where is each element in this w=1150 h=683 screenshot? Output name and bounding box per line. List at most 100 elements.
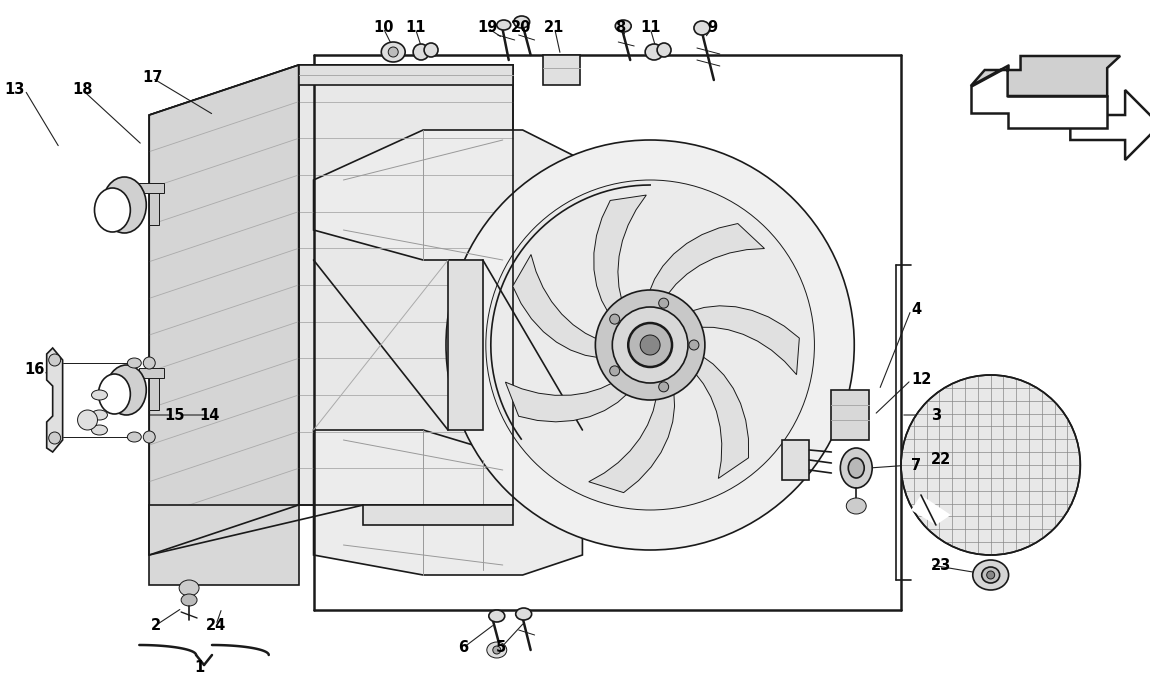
- Polygon shape: [971, 56, 1120, 96]
- Text: 9: 9: [707, 20, 716, 36]
- Ellipse shape: [982, 567, 999, 583]
- Text: 10: 10: [373, 20, 393, 36]
- Text: 19: 19: [477, 20, 498, 36]
- Text: 8: 8: [615, 20, 626, 36]
- Ellipse shape: [612, 307, 688, 383]
- Polygon shape: [150, 65, 299, 555]
- Ellipse shape: [645, 44, 664, 60]
- Ellipse shape: [48, 354, 61, 366]
- Polygon shape: [150, 370, 159, 410]
- Polygon shape: [139, 368, 164, 378]
- Ellipse shape: [689, 340, 699, 350]
- Polygon shape: [1071, 90, 1150, 160]
- Text: 4: 4: [911, 303, 921, 318]
- Polygon shape: [299, 65, 513, 85]
- Ellipse shape: [485, 180, 814, 510]
- Ellipse shape: [628, 323, 672, 367]
- Polygon shape: [971, 66, 1107, 128]
- Ellipse shape: [128, 358, 141, 368]
- Ellipse shape: [382, 42, 405, 62]
- Text: 13: 13: [5, 83, 25, 98]
- Ellipse shape: [102, 177, 146, 233]
- Polygon shape: [589, 391, 675, 492]
- Text: 21: 21: [544, 20, 565, 36]
- Text: 12: 12: [911, 372, 932, 387]
- Text: 1: 1: [194, 660, 205, 675]
- Ellipse shape: [615, 20, 631, 32]
- Polygon shape: [150, 505, 299, 585]
- Text: 17: 17: [143, 70, 162, 85]
- Ellipse shape: [446, 140, 854, 550]
- Ellipse shape: [181, 594, 197, 606]
- Ellipse shape: [641, 335, 660, 355]
- Ellipse shape: [77, 410, 98, 430]
- Ellipse shape: [973, 560, 1009, 590]
- Ellipse shape: [657, 43, 672, 57]
- Polygon shape: [314, 55, 902, 610]
- Text: 3: 3: [932, 408, 941, 423]
- Text: 18: 18: [72, 83, 93, 98]
- Ellipse shape: [92, 410, 107, 420]
- Polygon shape: [299, 65, 513, 505]
- Text: 20: 20: [511, 20, 531, 36]
- Polygon shape: [513, 255, 600, 358]
- Polygon shape: [505, 382, 629, 422]
- Ellipse shape: [846, 498, 866, 514]
- Text: 11: 11: [639, 20, 660, 36]
- Ellipse shape: [659, 382, 668, 392]
- Ellipse shape: [48, 432, 61, 444]
- Polygon shape: [139, 183, 164, 193]
- Ellipse shape: [486, 642, 507, 658]
- Ellipse shape: [841, 448, 872, 488]
- Polygon shape: [543, 55, 581, 85]
- Ellipse shape: [389, 47, 398, 57]
- Ellipse shape: [92, 425, 107, 435]
- Ellipse shape: [659, 298, 668, 308]
- Polygon shape: [314, 130, 582, 260]
- Polygon shape: [782, 440, 810, 480]
- Ellipse shape: [179, 580, 199, 596]
- Ellipse shape: [610, 366, 620, 376]
- Ellipse shape: [144, 357, 155, 369]
- Text: 16: 16: [24, 363, 45, 378]
- Text: 22: 22: [932, 453, 951, 467]
- Polygon shape: [150, 505, 299, 555]
- Ellipse shape: [107, 365, 146, 415]
- Text: 24: 24: [206, 617, 227, 632]
- Polygon shape: [695, 355, 749, 479]
- Ellipse shape: [128, 432, 141, 442]
- Ellipse shape: [849, 458, 864, 478]
- Ellipse shape: [514, 16, 530, 28]
- Text: 15: 15: [164, 408, 184, 423]
- Polygon shape: [911, 495, 951, 525]
- Ellipse shape: [413, 44, 429, 60]
- Ellipse shape: [693, 21, 710, 35]
- Polygon shape: [314, 430, 582, 575]
- Polygon shape: [649, 223, 765, 296]
- Ellipse shape: [94, 188, 130, 232]
- Text: 7: 7: [911, 458, 921, 473]
- Polygon shape: [150, 65, 513, 115]
- Ellipse shape: [99, 374, 130, 414]
- Polygon shape: [593, 195, 646, 313]
- Text: 14: 14: [199, 408, 220, 423]
- Ellipse shape: [497, 20, 511, 30]
- Ellipse shape: [987, 571, 995, 579]
- Polygon shape: [363, 505, 513, 525]
- Ellipse shape: [424, 43, 438, 57]
- Text: 11: 11: [405, 20, 426, 36]
- Polygon shape: [690, 306, 799, 375]
- Text: 5: 5: [496, 641, 506, 656]
- Text: 2: 2: [151, 617, 161, 632]
- Ellipse shape: [596, 290, 705, 400]
- Text: 23: 23: [932, 557, 951, 572]
- Polygon shape: [448, 260, 483, 430]
- Ellipse shape: [902, 375, 1080, 555]
- Ellipse shape: [92, 390, 107, 400]
- Polygon shape: [150, 185, 159, 225]
- Polygon shape: [831, 390, 869, 440]
- Ellipse shape: [610, 314, 620, 324]
- Text: 6: 6: [458, 641, 468, 656]
- Ellipse shape: [515, 608, 531, 620]
- Ellipse shape: [489, 610, 505, 622]
